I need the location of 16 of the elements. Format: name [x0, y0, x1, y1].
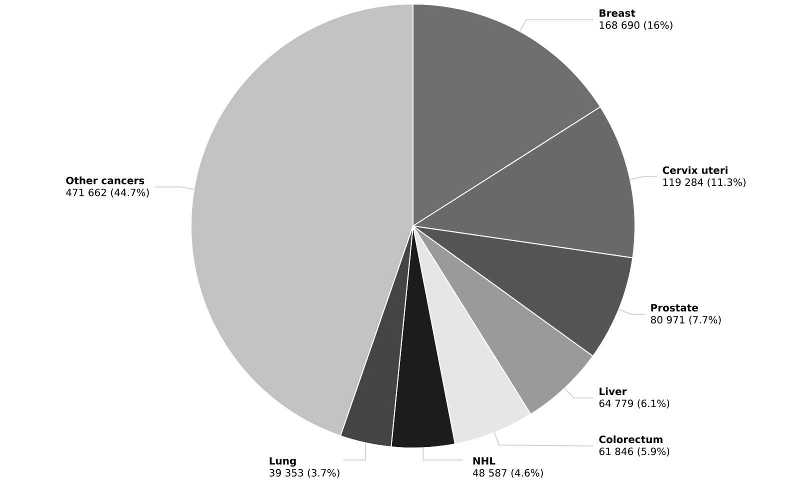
data-label: 39 353 (3.7%) [270, 468, 340, 478]
slice-label: Colorectum [599, 435, 662, 444]
data-label: 471 662 (44.7%) [66, 188, 149, 198]
data-label: 64 779 (6.1%) [599, 399, 670, 408]
data-label: 80 971 (7.7%) [650, 316, 721, 325]
data-label: 119 284 (11.3%) [663, 178, 746, 188]
slice-label: NHL [473, 457, 496, 464]
data-label: 61 846 (5.9%) [599, 447, 670, 456]
slice-label: Prostate [651, 304, 698, 312]
slice-label: Cervix uteri [662, 166, 728, 174]
data-label: 168 690 (16%) [600, 21, 672, 30]
data-label: 48 587 (4.6%) [472, 468, 543, 478]
slice-label: Liver [600, 387, 627, 396]
slice-label: Other cancers [66, 176, 144, 184]
slice-label: Lung [270, 457, 296, 467]
slice-label: Breast [600, 9, 636, 17]
